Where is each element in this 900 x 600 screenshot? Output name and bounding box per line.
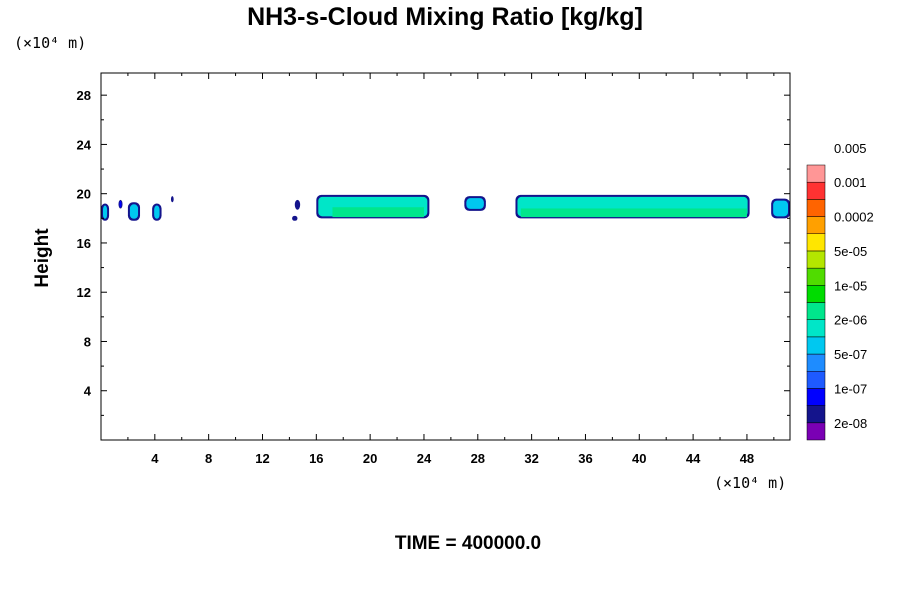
cloud-patch <box>773 200 788 217</box>
colorbar-swatch <box>806 302 826 320</box>
y-tick-label: 24 <box>77 137 92 152</box>
x-tick-label: 40 <box>632 451 646 466</box>
cloud-patch <box>154 205 160 219</box>
x-tick-label: 12 <box>255 451 269 466</box>
colorbar-swatch <box>806 405 826 424</box>
x-tick-label: 20 <box>363 451 377 466</box>
x-tick-label: 28 <box>471 451 485 466</box>
colorbar-label: 0.005 <box>834 141 867 156</box>
cloud-patch <box>129 204 139 219</box>
x-tick-label: 24 <box>417 451 432 466</box>
cloud-core <box>520 208 747 218</box>
y-tick-label: 20 <box>77 187 91 202</box>
y-axis-title: Height <box>32 228 53 288</box>
colorbar-swatch <box>806 285 826 303</box>
colorbar-label: 0.001 <box>834 175 867 190</box>
y-tick-label: 4 <box>84 384 92 399</box>
colorbar-swatch <box>806 319 826 338</box>
colorbar-swatch <box>806 164 826 183</box>
cloud-patch <box>466 198 484 209</box>
y-tick-label: 12 <box>77 285 91 300</box>
colorbar-swatch <box>806 216 826 234</box>
colorbar-swatch <box>806 336 826 355</box>
colorbar-label: 0.0002 <box>834 210 874 225</box>
y-unit-label: (×10⁴ m) <box>14 34 86 52</box>
plot-frame <box>100 72 791 441</box>
chart-title: NH3-s-Cloud Mixing Ratio [kg/kg] <box>247 3 643 31</box>
x-tick-label: 44 <box>686 451 701 466</box>
colorbar-swatch <box>806 388 826 406</box>
x-tick-label: 4 <box>151 451 159 466</box>
cloud-patch <box>103 205 108 219</box>
colorbar-label: 1e-05 <box>834 278 867 293</box>
cloud-patch <box>293 217 297 220</box>
colorbar-label: 5e-05 <box>834 244 867 259</box>
colorbar-label: 5e-07 <box>834 347 867 362</box>
x-tick-label: 32 <box>524 451 538 466</box>
colorbar-swatch <box>806 422 826 441</box>
cloud-core <box>332 207 424 218</box>
y-tick-label: 28 <box>77 88 91 103</box>
cloud-patch <box>119 200 122 208</box>
cloud-patch <box>296 201 299 209</box>
colorbar-swatch <box>806 267 826 286</box>
colorbar-label: 1e-07 <box>834 381 867 396</box>
colorbar-swatch <box>806 199 826 217</box>
cloud-patch <box>171 196 173 202</box>
y-tick-label: 16 <box>77 236 91 251</box>
x-tick-label: 8 <box>205 451 212 466</box>
x-unit-label: (×10⁴ m) <box>714 474 786 492</box>
x-tick-label: 36 <box>578 451 592 466</box>
y-tick-label: 8 <box>84 334 91 349</box>
colorbar-label: 2e-08 <box>834 416 867 431</box>
colorbar-swatch <box>806 371 826 389</box>
colorbar-label: 2e-06 <box>834 313 867 328</box>
colorbar: 2e-08 1e-07 5e-07 2e-06 1e-05 5e-05 0.0002 0.00… <box>806 141 874 441</box>
colorbar-swatch <box>806 353 826 372</box>
plot-content <box>101 194 790 221</box>
x-tick-label: 48 <box>740 451 754 466</box>
colorbar-swatch <box>806 250 826 269</box>
time-label: TIME = 400000.0 <box>395 533 541 554</box>
x-tick-label: 16 <box>309 451 323 466</box>
colorbar-swatch <box>806 181 826 200</box>
colorbar-swatch <box>806 233 826 252</box>
